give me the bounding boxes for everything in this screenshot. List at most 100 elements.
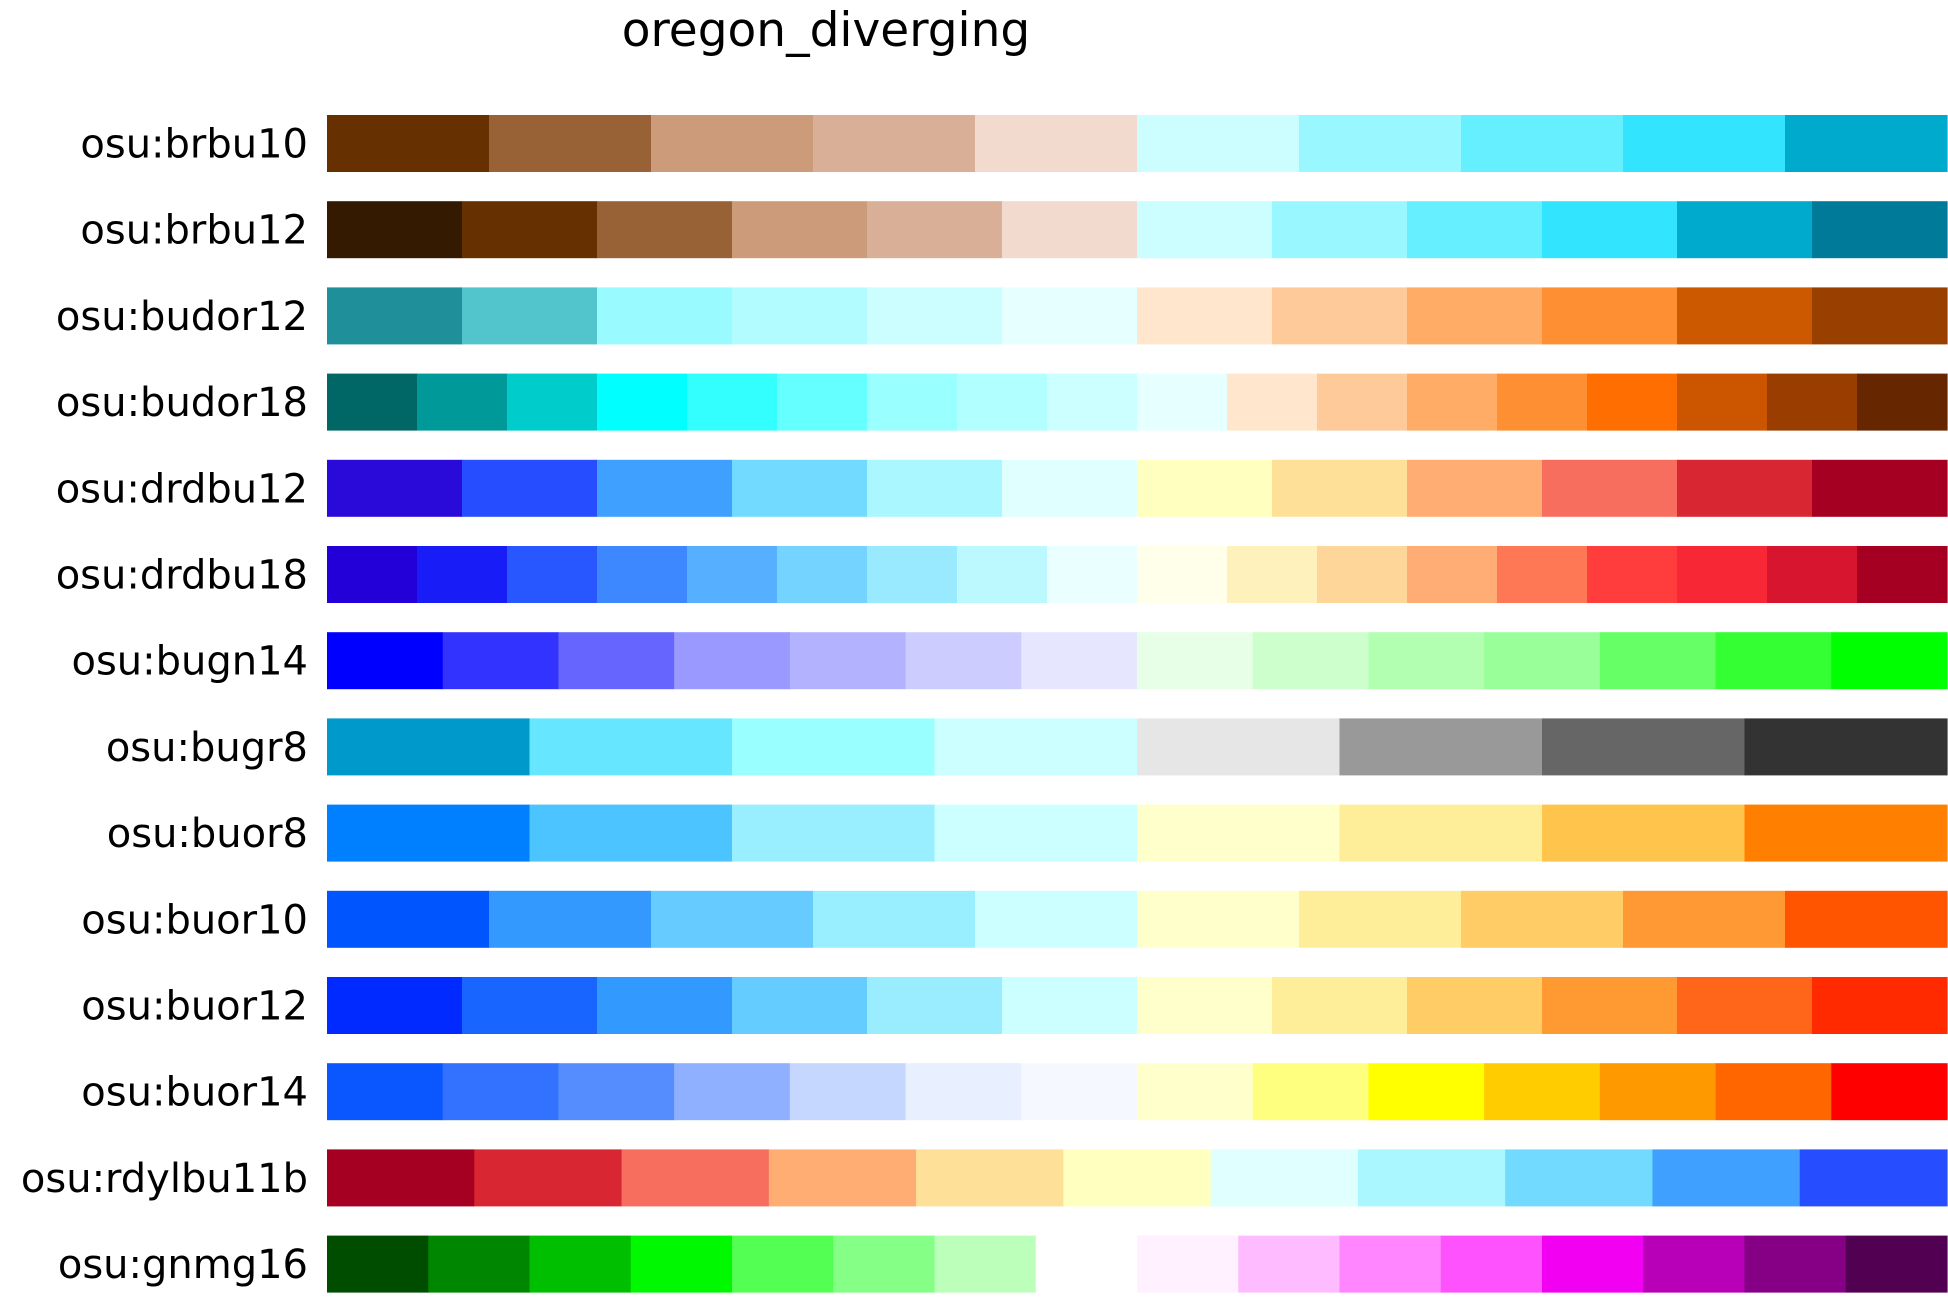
color-swatch bbox=[529, 1235, 632, 1293]
colormap-label: osu:buor14 bbox=[81, 1070, 308, 1116]
color-swatch bbox=[1407, 201, 1543, 259]
color-swatch bbox=[934, 804, 1138, 862]
color-swatch bbox=[777, 373, 868, 431]
color-swatch bbox=[597, 546, 688, 603]
color-swatch bbox=[732, 201, 868, 259]
color-swatch bbox=[474, 1149, 623, 1207]
color-swatch bbox=[732, 287, 868, 345]
color-swatch bbox=[1137, 804, 1341, 862]
color-swatch bbox=[1002, 977, 1138, 1034]
color-swatch bbox=[1407, 373, 1498, 431]
color-swatch bbox=[1063, 1149, 1212, 1207]
chart-title: oregon_diverging bbox=[622, 3, 1030, 58]
color-swatch bbox=[417, 546, 508, 603]
color-swatch bbox=[1137, 718, 1341, 776]
color-swatch bbox=[687, 546, 778, 603]
colormap-row: osu:drdbu18 bbox=[56, 546, 1948, 603]
colormap-label: osu:buor12 bbox=[81, 984, 308, 1030]
color-swatch bbox=[813, 115, 976, 172]
colormap-label: osu:budor12 bbox=[56, 294, 308, 340]
color-swatch bbox=[1272, 287, 1408, 345]
color-swatch bbox=[867, 546, 958, 603]
color-swatch bbox=[1497, 373, 1588, 431]
color-swatch bbox=[1137, 977, 1273, 1034]
colormap-rows: osu:brbu10 osu:brbu12 osu:budor12 osu:budor… bbox=[21, 115, 1948, 1293]
colormap-label: osu:buor8 bbox=[107, 811, 308, 857]
color-swatch bbox=[1137, 459, 1273, 517]
color-swatch bbox=[1484, 632, 1601, 690]
color-swatch bbox=[489, 890, 652, 948]
color-swatch bbox=[1047, 373, 1138, 431]
colormap-label: osu:bugn14 bbox=[71, 639, 308, 685]
colormap-row: osu:brbu10 bbox=[80, 115, 1948, 172]
color-swatch bbox=[1542, 977, 1678, 1034]
colormap-label: osu:brbu12 bbox=[80, 208, 308, 254]
color-swatch bbox=[1677, 287, 1813, 345]
color-swatch bbox=[1227, 546, 1318, 603]
color-swatch bbox=[597, 977, 733, 1034]
color-swatch bbox=[789, 632, 907, 690]
colormap-label: osu:budor18 bbox=[56, 380, 308, 426]
colormap-row: osu:buor10 bbox=[81, 890, 1948, 948]
color-swatch bbox=[1587, 546, 1678, 603]
color-swatch bbox=[597, 373, 688, 431]
color-swatch bbox=[1677, 459, 1813, 517]
colormap-label: osu:brbu10 bbox=[80, 122, 308, 168]
color-swatch bbox=[462, 287, 598, 345]
color-swatch bbox=[1715, 1063, 1832, 1121]
color-swatch bbox=[1677, 977, 1813, 1034]
color-swatch bbox=[1542, 718, 1746, 776]
color-swatch bbox=[1137, 890, 1300, 948]
color-swatch bbox=[1227, 373, 1318, 431]
color-swatch bbox=[1599, 632, 1717, 690]
color-swatch bbox=[975, 115, 1138, 172]
color-swatch bbox=[1002, 287, 1138, 345]
color-swatch bbox=[1357, 1149, 1506, 1207]
color-swatch bbox=[674, 632, 791, 690]
color-swatch bbox=[1407, 977, 1543, 1034]
color-swatch bbox=[1137, 546, 1228, 603]
color-swatch bbox=[867, 287, 1003, 345]
color-swatch bbox=[1137, 287, 1273, 345]
color-swatch bbox=[1137, 1235, 1239, 1293]
color-swatch bbox=[1407, 459, 1543, 517]
color-swatch bbox=[732, 804, 936, 862]
color-swatch bbox=[1461, 890, 1624, 948]
color-swatch bbox=[1002, 201, 1138, 259]
color-swatch bbox=[1407, 546, 1498, 603]
color-swatch bbox=[651, 115, 814, 172]
colormap-row: osu:budor18 bbox=[56, 373, 1948, 431]
color-swatch bbox=[1715, 632, 1832, 690]
color-swatch bbox=[1799, 1149, 1948, 1207]
colormap-row: osu:brbu12 bbox=[80, 201, 1948, 259]
color-swatch bbox=[1599, 1063, 1717, 1121]
color-swatch bbox=[1542, 459, 1678, 517]
color-swatch bbox=[1643, 1235, 1746, 1293]
color-swatch bbox=[789, 1063, 907, 1121]
color-swatch bbox=[1744, 804, 1948, 862]
color-swatch bbox=[1831, 632, 1948, 690]
color-swatch bbox=[621, 1149, 770, 1207]
color-swatch bbox=[597, 459, 733, 517]
colormap-row: osu:gnmg16 bbox=[58, 1235, 1948, 1293]
color-swatch bbox=[957, 546, 1048, 603]
color-swatch bbox=[327, 632, 444, 690]
color-swatch bbox=[1252, 632, 1370, 690]
color-swatch bbox=[1857, 373, 1948, 431]
color-swatch bbox=[1542, 1235, 1644, 1293]
color-swatch bbox=[1339, 804, 1543, 862]
color-swatch bbox=[975, 890, 1138, 948]
color-swatch bbox=[813, 890, 976, 948]
color-swatch bbox=[732, 718, 936, 776]
color-swatch bbox=[687, 373, 778, 431]
color-swatch bbox=[1272, 977, 1408, 1034]
color-swatch bbox=[1812, 201, 1948, 259]
color-swatch bbox=[1368, 1063, 1485, 1121]
color-swatch bbox=[1505, 1149, 1654, 1207]
color-swatch bbox=[1272, 459, 1408, 517]
color-swatch bbox=[1677, 201, 1813, 259]
color-swatch bbox=[462, 977, 598, 1034]
color-swatch bbox=[442, 632, 560, 690]
color-swatch bbox=[558, 1063, 675, 1121]
color-swatch bbox=[674, 1063, 791, 1121]
